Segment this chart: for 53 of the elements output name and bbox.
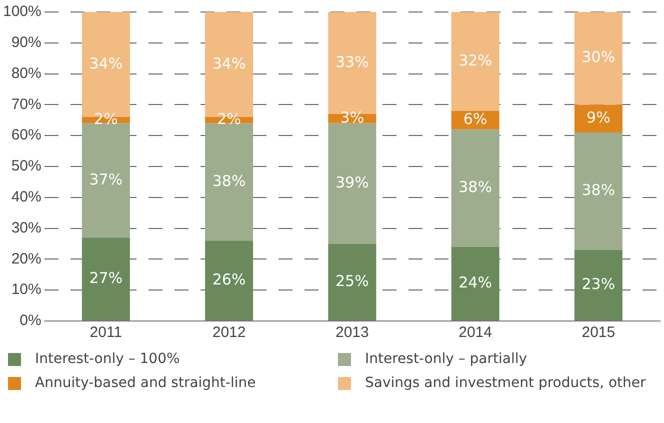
data-label: 34%: [212, 54, 246, 72]
x-tick-label: 2014: [458, 324, 492, 342]
bar: [574, 12, 622, 105]
bar: [574, 104, 622, 133]
data-label: 23%: [582, 275, 616, 294]
y-tick-label: 60%: [11, 126, 42, 144]
y-tick-label: 10%: [11, 281, 42, 298]
y-tick-label: 40%: [11, 188, 42, 206]
data-label: 38%: [458, 178, 492, 196]
bar: [82, 123, 130, 238]
legend-label: Interest-only – partially: [365, 351, 528, 367]
data-label: 25%: [336, 272, 369, 290]
bar: [82, 238, 130, 320]
y-tick-label: 90%: [11, 34, 42, 52]
legend-label: Savings and investment products, other: [365, 375, 646, 391]
bar: [205, 123, 254, 241]
data-label: 9%: [586, 108, 610, 126]
data-label: 39%: [336, 173, 369, 192]
data-label: 6%: [463, 110, 488, 128]
data-label: 34%: [89, 54, 123, 72]
bar: [205, 240, 254, 320]
y-tick-label: 30%: [11, 219, 42, 236]
legend-label: Interest-only – 100%: [35, 351, 180, 367]
data-label: 26%: [212, 270, 246, 288]
y-tick-label: 100%: [2, 3, 42, 20]
data-label: 24%: [458, 274, 492, 292]
y-tick-label: 0%: [20, 312, 42, 330]
data-label: 3%: [340, 108, 364, 126]
data-label: 33%: [336, 52, 369, 71]
bar: [451, 129, 500, 247]
x-tick-label: 2013: [335, 324, 369, 342]
data-label: 32%: [458, 51, 492, 70]
y-tick-label: 50%: [11, 158, 42, 175]
data-label: 2%: [94, 110, 118, 128]
y-tick-label: 70%: [11, 96, 42, 113]
data-label: 2%: [217, 110, 241, 128]
x-tick-label: 2015: [582, 324, 616, 342]
x-tick-label: 2012: [212, 324, 246, 342]
bar: [574, 250, 622, 320]
data-label: 38%: [582, 181, 616, 200]
y-tick-label: 20%: [11, 250, 42, 268]
data-label: 37%: [89, 170, 123, 188]
bar: [451, 246, 500, 320]
bar: [451, 12, 500, 111]
bar: [328, 244, 376, 320]
data-label: 27%: [89, 268, 123, 287]
bar: [574, 132, 622, 250]
data-label: 38%: [212, 172, 246, 190]
bar: [328, 123, 376, 244]
data-label: 30%: [582, 48, 616, 66]
legend-label: Annuity-based and straight-line: [35, 375, 256, 391]
y-tick-label: 80%: [11, 64, 42, 82]
x-tick-label: 2011: [90, 324, 122, 342]
